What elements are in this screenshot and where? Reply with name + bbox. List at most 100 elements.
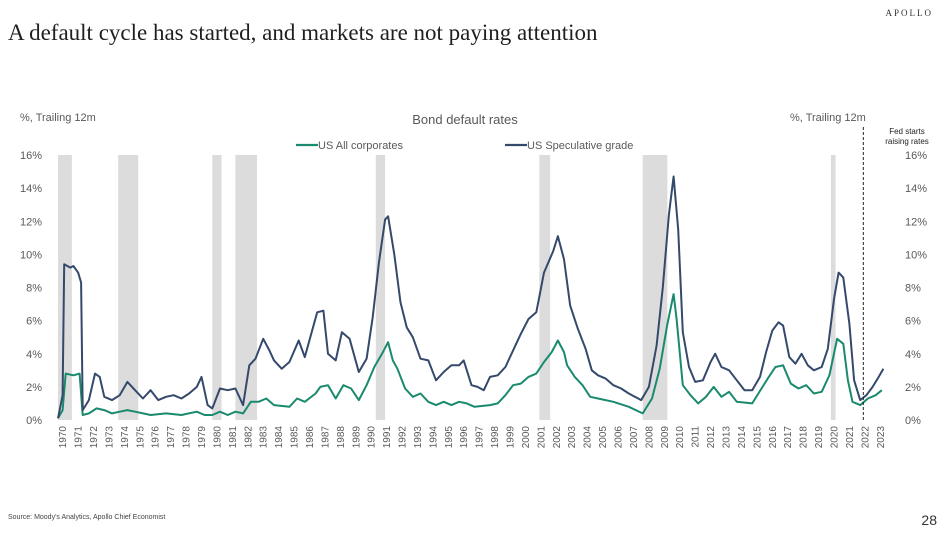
x-tick: 1973 [104,426,115,449]
y-tick-right: 10% [905,249,927,261]
y-axis-right: 0% 2% 4% 6% 8% 10% 12% 14% 16% [905,150,927,427]
y-tick-right: 6% [905,316,921,328]
recession-band [58,155,72,420]
x-tick: 1996 [459,426,470,449]
x-tick: 1999 [506,426,517,449]
y-tick-right: 4% [905,349,921,361]
x-tick: 2003 [567,426,578,449]
brand-logo: APOLLO [885,8,933,18]
x-tick: 2001 [536,426,547,449]
slide-title: A default cycle has started, and markets… [8,20,598,45]
x-tick: 1988 [336,426,347,449]
recession-band [118,155,139,420]
x-tick: 2023 [876,426,887,449]
y-tick-left: 8% [26,283,42,295]
y-tick-left: 4% [26,349,42,361]
x-tick: 1995 [444,426,455,449]
x-tick: 1993 [413,426,424,449]
annotation-line2: raising rates [885,137,929,146]
x-tick: 1994 [428,426,439,449]
y-tick-left: 6% [26,316,42,328]
x-tick: 2013 [722,426,733,449]
y-tick-left: 10% [20,249,42,261]
x-tick: 1971 [74,426,85,449]
x-tick: 2000 [521,426,532,449]
x-tick: 2011 [691,426,702,448]
y-tick-right: 12% [905,216,927,228]
x-tick: 1972 [89,426,100,449]
chart-title: Bond default rates [412,112,518,127]
y-tick-right: 8% [905,283,921,295]
y-tick-left: 16% [20,150,42,162]
x-tick: 1974 [120,426,131,449]
y-tick-left: 14% [20,183,42,195]
x-tick: 1991 [382,426,393,449]
x-tick: 2017 [783,426,794,449]
x-tick: 1998 [490,426,501,449]
y-tick-left: 2% [26,382,42,394]
y-axis-left-label: %, Trailing 12m [20,112,96,124]
x-tick: 2020 [830,426,841,449]
x-tick: 2021 [845,426,856,449]
x-tick: 2018 [799,426,810,449]
fed-annotation: Fed starts raising rates [862,127,929,420]
x-tick: 1975 [135,426,146,449]
recession-band [830,155,836,420]
y-tick-right: 14% [905,183,927,195]
x-tick: 1987 [320,426,331,449]
x-tick: 2005 [598,426,609,449]
annotation-line1: Fed starts [889,127,925,136]
x-tick: 2002 [552,426,563,449]
recession-band [539,155,551,420]
x-tick: 1992 [398,426,409,449]
y-axis-right-label: %, Trailing 12m [790,112,866,124]
legend-label-all-corporates: US All corporates [318,140,403,152]
recession-band [235,155,258,420]
x-tick: 2015 [752,426,763,449]
x-tick: 2016 [768,426,779,449]
x-tick: 1986 [305,426,316,449]
x-tick: 2014 [737,426,748,449]
x-tick: 1979 [197,426,208,449]
y-tick-right: 0% [905,415,921,427]
recession-band [212,155,222,420]
x-tick: 2012 [706,426,717,449]
y-tick-right: 2% [905,382,921,394]
series-line-speculative [57,175,885,419]
x-tick: 1989 [351,426,362,449]
x-tick: 1978 [182,426,193,449]
x-tick: 1997 [475,426,486,449]
legend-label-speculative: US Speculative grade [527,140,633,152]
x-tick: 1970 [58,426,69,449]
x-tick: 2008 [644,426,655,449]
x-tick: 2022 [860,426,871,449]
x-tick: 1983 [259,426,270,449]
recession-bands [58,155,836,420]
x-tick: 1976 [151,426,162,449]
x-tick: 2009 [660,426,671,449]
recession-band [375,155,386,420]
series-line-all-corporates [57,293,883,419]
x-tick: 2019 [814,426,825,449]
x-tick: 1982 [243,426,254,449]
x-axis: 1970 1971 1972 1973 1974 1975 1976 1977 1978 1979… [58,426,887,449]
x-tick: 1990 [367,426,378,449]
x-tick: 2007 [629,426,640,449]
source-note: Source: Moody's Analytics, Apollo Chief … [8,514,166,521]
x-tick: 2010 [675,426,686,449]
y-axis-left: 0% 2% 4% 6% 8% 10% 12% 14% 16% [20,150,42,427]
page-number: 28 [921,512,937,528]
y-tick-right: 16% [905,150,927,162]
series-lines [57,175,885,419]
legend: US All corporates US Speculative grade [296,140,633,152]
y-tick-left: 0% [26,415,42,427]
x-tick: 1981 [228,426,239,449]
x-tick: 2004 [583,426,594,449]
y-tick-left: 12% [20,216,42,228]
x-tick: 1985 [290,426,301,449]
x-tick: 1980 [212,426,223,449]
x-tick: 1977 [166,426,177,449]
x-tick: 1984 [274,426,285,449]
x-tick: 2006 [614,426,625,449]
